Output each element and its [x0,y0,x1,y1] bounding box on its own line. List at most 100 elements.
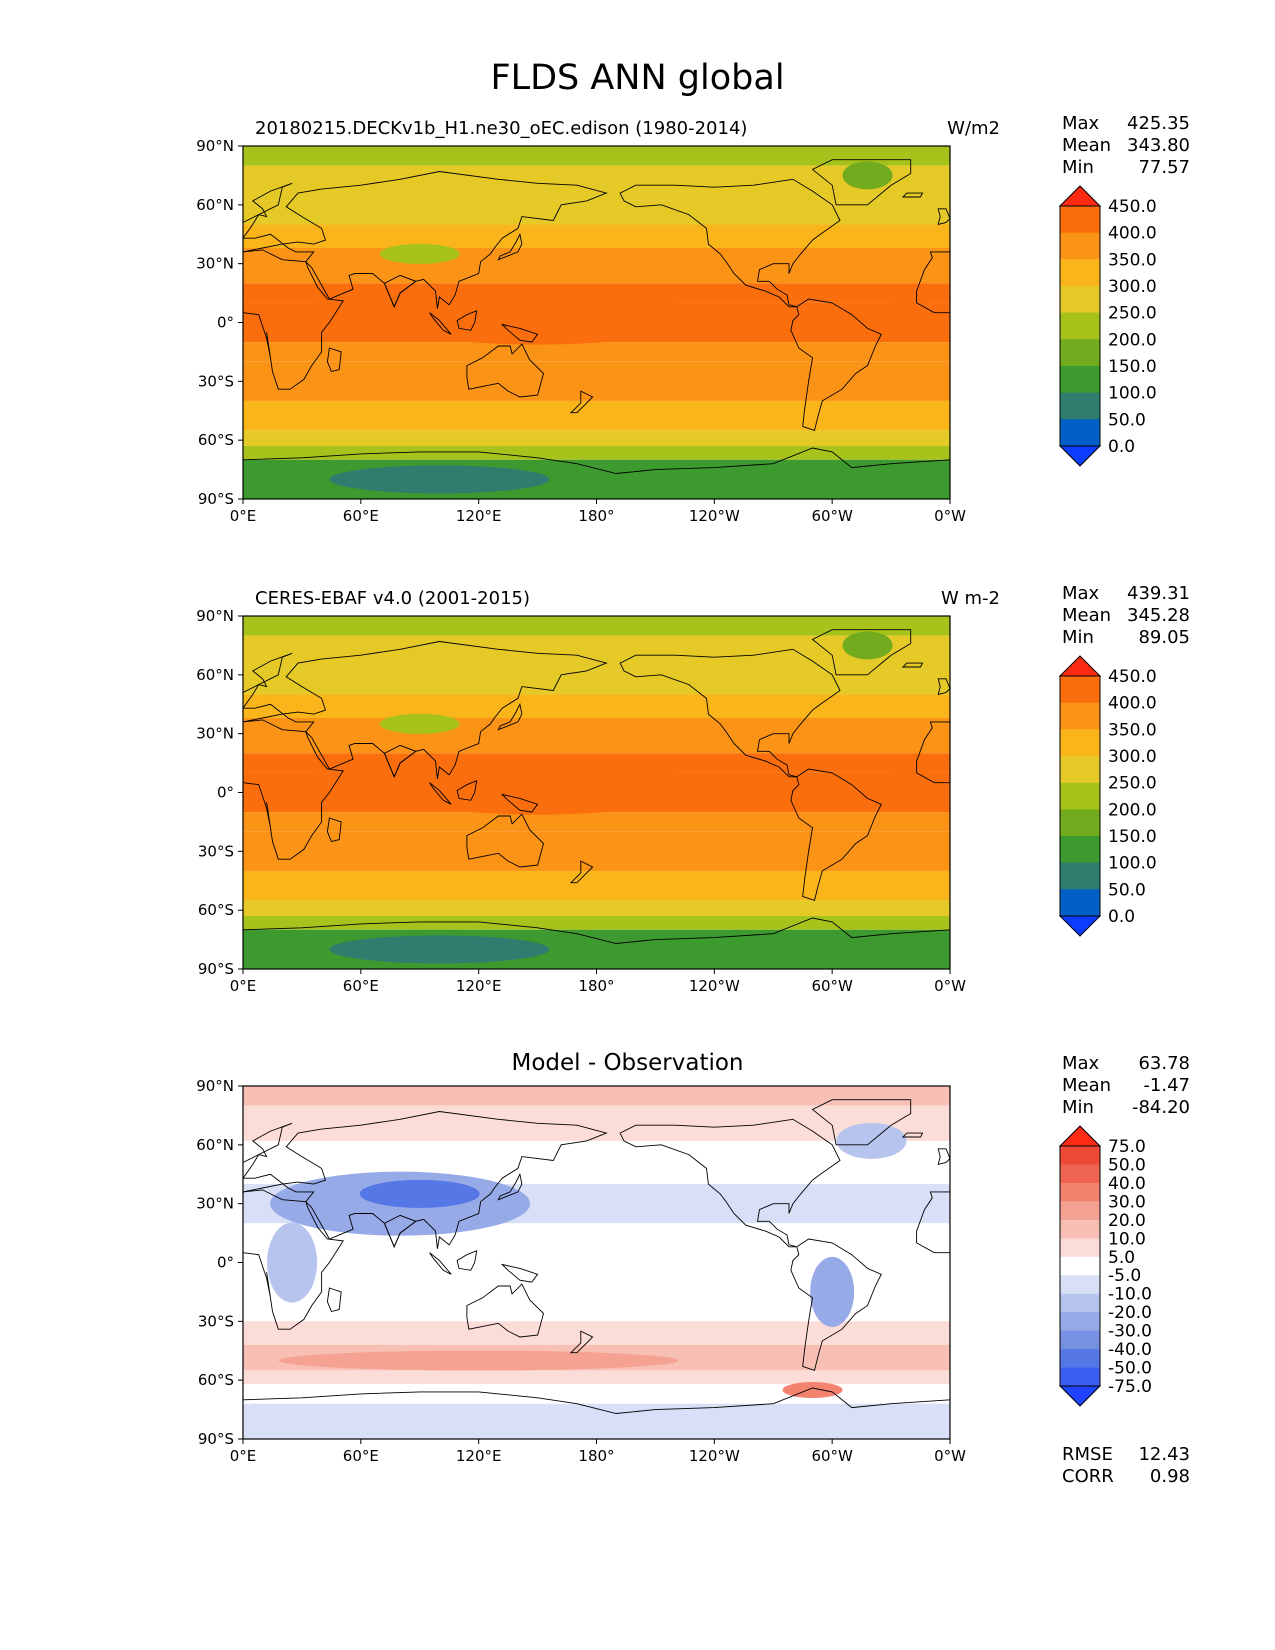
coastline-sumatra [429,782,452,805]
field-band [296,766,407,811]
lat-tick-label: 30°S [198,1312,234,1330]
lat-tick-label: 90°S [198,490,234,508]
coastline-india [383,1214,417,1248]
coastline-borneo [456,1249,478,1271]
figure-title: FLDS ANN global [490,58,785,98]
lon-tick-label: 60°E [343,977,379,995]
field-band [267,1222,318,1303]
colorbar-tick-label: 400.0 [1108,224,1157,244]
coastline-borneo [456,309,478,331]
colorbar-extend-min [1058,445,1102,467]
colorbar-segment [1060,676,1100,704]
colorbar-tick-label: 200.0 [1108,800,1157,820]
coastline-borneo [456,779,478,801]
stat-max: Max 439.31 [1062,583,1190,604]
colorbar-tick-label: 100.0 [1108,384,1157,404]
coastline-greenland [811,159,912,206]
colorbar-segment [1060,782,1100,810]
lat-tick-label: 60°N [196,196,234,214]
field-band [243,635,950,671]
colorbar-segment [1060,1164,1100,1184]
field-band [782,1381,843,1398]
colorbar-tick-label: 0.0 [1108,907,1135,927]
coastline-greenland [811,629,912,676]
lat-tick-label: 60°S [198,431,234,449]
lat-tick-label: 30°N [196,725,234,743]
coastline-africaW [243,1189,344,1330]
colorbar-extend-max [1058,655,1102,677]
field-band [243,1370,950,1385]
coastline-nguinea [500,1263,539,1283]
colorbar-tick-label: 50.0 [1108,880,1146,900]
field-band [377,758,698,815]
lon-tick-label: 180° [578,507,614,525]
field-band [243,1403,950,1439]
colorbar-tick-label: 150.0 [1108,357,1157,377]
coastline-australia [466,813,545,868]
coastline-africaW [243,249,344,390]
stats-block: Max 439.31 Mean 345.28 Min 89.05 [1062,583,1190,649]
field-band [243,812,950,832]
colorbar-extend-max [1058,1125,1102,1147]
field-band [243,446,950,460]
coastline-japan [497,702,523,731]
colorbar-segment [1060,339,1100,367]
panel-units: W m-2 [940,588,1000,609]
field-band [836,1122,907,1159]
colorbar-segment [1060,1256,1100,1276]
colorbar-segment [1060,729,1100,757]
colorbar-tick-label: 100.0 [1108,854,1157,874]
colorbar-tick-label: 40.0 [1108,1174,1146,1194]
colorbar-segment [1060,836,1100,864]
colorbar-tick-label: 10.0 [1108,1229,1146,1249]
colorbar-tick-label: 20.0 [1108,1211,1146,1231]
map-plot: 90°N 60°N 30°N 0° 30°S 60°S 90°S0°E 60°E 120°E 18… [196,1077,966,1465]
colorbar-tick-label: 50.0 [1108,410,1146,430]
lat-tick-label: 30°S [198,372,234,390]
field-band [243,694,950,718]
panel-title: Model - Observation [511,1050,744,1076]
rmse-corr-block: RMSE 12.43 CORR 0.98 [1062,1444,1190,1488]
colorbar-segment [1060,1349,1100,1369]
coastline-sumatra [429,312,452,335]
lat-tick-label: 60°S [198,1371,234,1389]
colorbar-segment [1060,889,1100,917]
coastline-nz [569,860,594,884]
coastline-uk [937,1148,950,1166]
colorbar-tick-label: 150.0 [1108,827,1157,847]
colorbar-segment [1060,259,1100,287]
lon-tick-label: 60°E [343,1447,379,1465]
colorbar-segment [1060,1367,1100,1387]
colorbar-tick-label: -50.0 [1108,1359,1152,1379]
coastline-greenland [811,1099,912,1146]
coastline-nguinea [500,793,539,813]
panel-reference: CERES-EBAF v4.0 (2001-2015) W m-2 90°N 60… [0,583,1275,1058]
lat-tick-label: 0° [217,314,234,332]
coastline-australia [466,343,545,398]
coastline-europe [243,641,608,779]
colorbar-tick-label: 400.0 [1108,694,1157,714]
coastline-uk [937,678,950,696]
colorbar-tick-label: 5.0 [1108,1248,1135,1268]
colorbar-segment [1060,1146,1100,1165]
field-band [329,935,550,964]
lat-tick-label: 90°N [196,607,234,625]
lon-tick-label: 180° [578,977,614,995]
field-band [810,1256,855,1327]
stats-block: Max 63.78 Mean -1.47 Min -84.20 [1062,1053,1190,1119]
coastline-africaE [916,1191,950,1254]
colorbar-tick-label: 250.0 [1108,304,1157,324]
colorbar-segment [1060,312,1100,340]
lon-tick-label: 60°E [343,507,379,525]
colorbar-segment [1060,1182,1100,1202]
lat-tick-label: 90°N [196,1077,234,1095]
coastline-nguinea [500,323,539,343]
colorbar-segment [1060,1312,1100,1332]
coastline-iceland [901,662,924,668]
colorbar-segment [1060,366,1100,394]
lat-tick-label: 90°N [196,137,234,155]
stat-max: Max 425.35 [1062,113,1190,134]
coastline-namerica [619,648,841,778]
coastline-iceland [901,192,924,198]
colorbar-frame [1059,1145,1101,1387]
